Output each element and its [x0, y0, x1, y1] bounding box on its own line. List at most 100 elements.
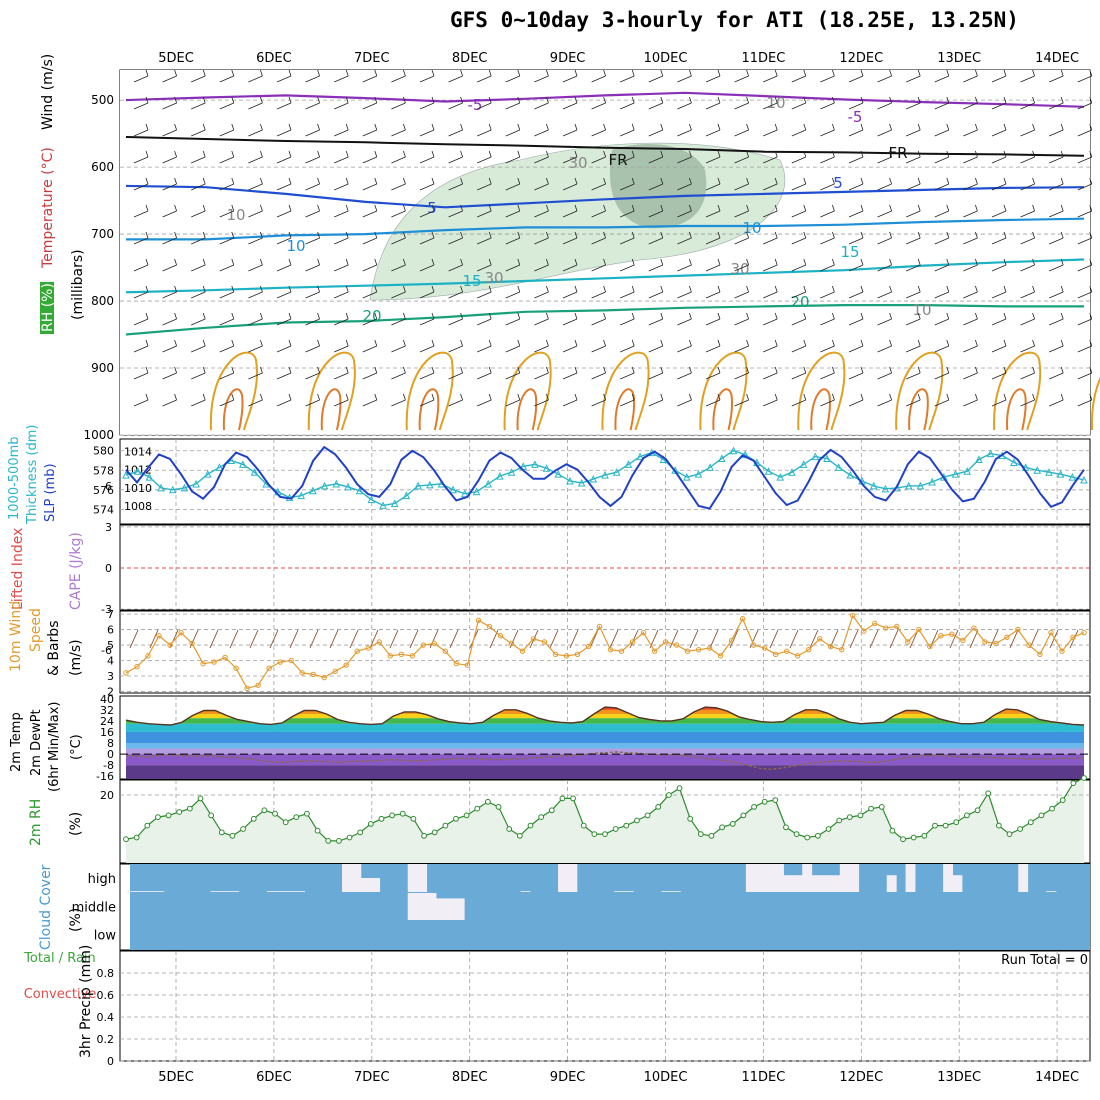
- wind-barb: [934, 264, 949, 272]
- wind-barb: [391, 156, 406, 164]
- wind-barb: [591, 183, 606, 191]
- thickness-point: [788, 468, 796, 476]
- wind-barb: [374, 231, 378, 239]
- wind-barb: [1077, 345, 1092, 353]
- cloud-high-bar: [558, 864, 568, 892]
- wind-barb: [1060, 231, 1064, 239]
- wind-barb: [717, 150, 721, 158]
- rh2m-point: [527, 822, 534, 829]
- wind-barb: [460, 393, 463, 401]
- wind-barb: [889, 339, 892, 347]
- wind-barb: [546, 204, 549, 212]
- wind-barb: [591, 102, 606, 110]
- wind-barb: [305, 210, 320, 218]
- wind-barb: [660, 69, 664, 77]
- wind-barb: [877, 237, 892, 245]
- wind-barb-10m: [149, 629, 159, 649]
- wind-barb: [1089, 366, 1093, 374]
- wind-barb: [946, 204, 950, 212]
- wind-barb: [1089, 258, 1093, 266]
- cloud-high-bar: [417, 864, 428, 892]
- wind-barb: [774, 177, 778, 185]
- wind-speed-point: [321, 674, 327, 681]
- wind-barb: [1049, 183, 1064, 191]
- cloud-high-bar: [407, 864, 418, 892]
- low-level-contour: [503, 351, 552, 431]
- wind-barb: [334, 264, 349, 272]
- wind-barb: [460, 150, 463, 158]
- wind-speed-point: [244, 685, 250, 692]
- wind-barb: [717, 393, 721, 401]
- panel-frame-wind: [119, 610, 1091, 694]
- wind-barb: [260, 231, 263, 239]
- wind-barb: [620, 210, 635, 218]
- low-level-contour: [908, 388, 929, 431]
- wind-barb: [860, 393, 864, 401]
- wind-barb: [975, 231, 978, 239]
- wind-barb: [934, 129, 949, 137]
- wind-barb: [906, 372, 921, 380]
- wind-barb-10m: [209, 629, 219, 649]
- wind-speed-point: [618, 648, 625, 654]
- wind-barb: [889, 312, 892, 320]
- wind-barb: [1060, 312, 1064, 320]
- thickness-point: [355, 486, 364, 495]
- wind-barb: [946, 150, 950, 158]
- wind-barb: [174, 204, 177, 212]
- wind-barb: [591, 237, 606, 245]
- wind-barb: [391, 129, 406, 137]
- wind-barb: [660, 150, 664, 158]
- chart-title: GFS 0~10day 3-hourly for ATI (18.25E, 13…: [450, 8, 1019, 32]
- wind-barb: [276, 210, 292, 218]
- wind-barb: [1003, 204, 1007, 212]
- axis-label-celsius: (°C): [69, 734, 84, 760]
- wind-barb: [963, 399, 978, 407]
- wind-speed-point: [971, 625, 977, 631]
- wind-barb: [305, 183, 320, 191]
- wind-barb: [946, 285, 950, 293]
- wind-barb: [248, 156, 263, 164]
- wind-barb: [763, 345, 778, 353]
- wind-barb: [334, 399, 349, 407]
- wind-barb: [631, 312, 635, 320]
- li-tick-label: 3: [105, 521, 112, 534]
- thickness-tick-label: 576: [93, 484, 114, 497]
- wind-barb: [145, 69, 149, 77]
- wind-speed-point: [850, 612, 856, 619]
- axis-label-thickness: Thickness (dm): [25, 425, 40, 525]
- wind-barb: [517, 123, 521, 131]
- x-tick-label-bottom: 10DEC: [644, 1070, 688, 1085]
- wind-barb: [460, 96, 463, 104]
- wind-barb: [591, 129, 606, 137]
- wind-barb: [505, 75, 520, 83]
- wind-speed-point: [761, 645, 768, 651]
- rh2m-point: [314, 827, 321, 834]
- cloud-middle-bar: [407, 893, 418, 920]
- wind-barb-10m: [329, 629, 339, 649]
- wind-barb: [288, 96, 292, 104]
- rh2m-point: [751, 804, 757, 810]
- low-level-contour: [405, 351, 454, 431]
- rh2m-point: [453, 815, 459, 822]
- wind-barb: [820, 372, 835, 380]
- wind-barb: [477, 372, 492, 380]
- wind-speed-point: [596, 623, 603, 630]
- rh2m-point: [729, 821, 736, 827]
- wind-barb: [431, 393, 435, 401]
- wind-barb-10m: [269, 629, 279, 649]
- wind-barb: [362, 264, 377, 272]
- wind-barb: [488, 393, 492, 401]
- axis-label-1000-500mb: 1000-500mb: [7, 436, 22, 520]
- wind-speed-point: [772, 651, 779, 658]
- cloud-high-bar: [821, 875, 831, 892]
- wind-speed-point: [299, 670, 305, 676]
- wind-barb: [260, 393, 263, 401]
- contour-label: 30: [568, 154, 587, 172]
- thickness-point: [145, 472, 154, 481]
- wind-barb: [963, 102, 978, 110]
- wind-barb: [174, 366, 177, 374]
- cloud-high-bar: [755, 864, 766, 892]
- wind-barb: [534, 156, 549, 164]
- wind-barb: [746, 177, 749, 185]
- wind-barb: [631, 339, 635, 347]
